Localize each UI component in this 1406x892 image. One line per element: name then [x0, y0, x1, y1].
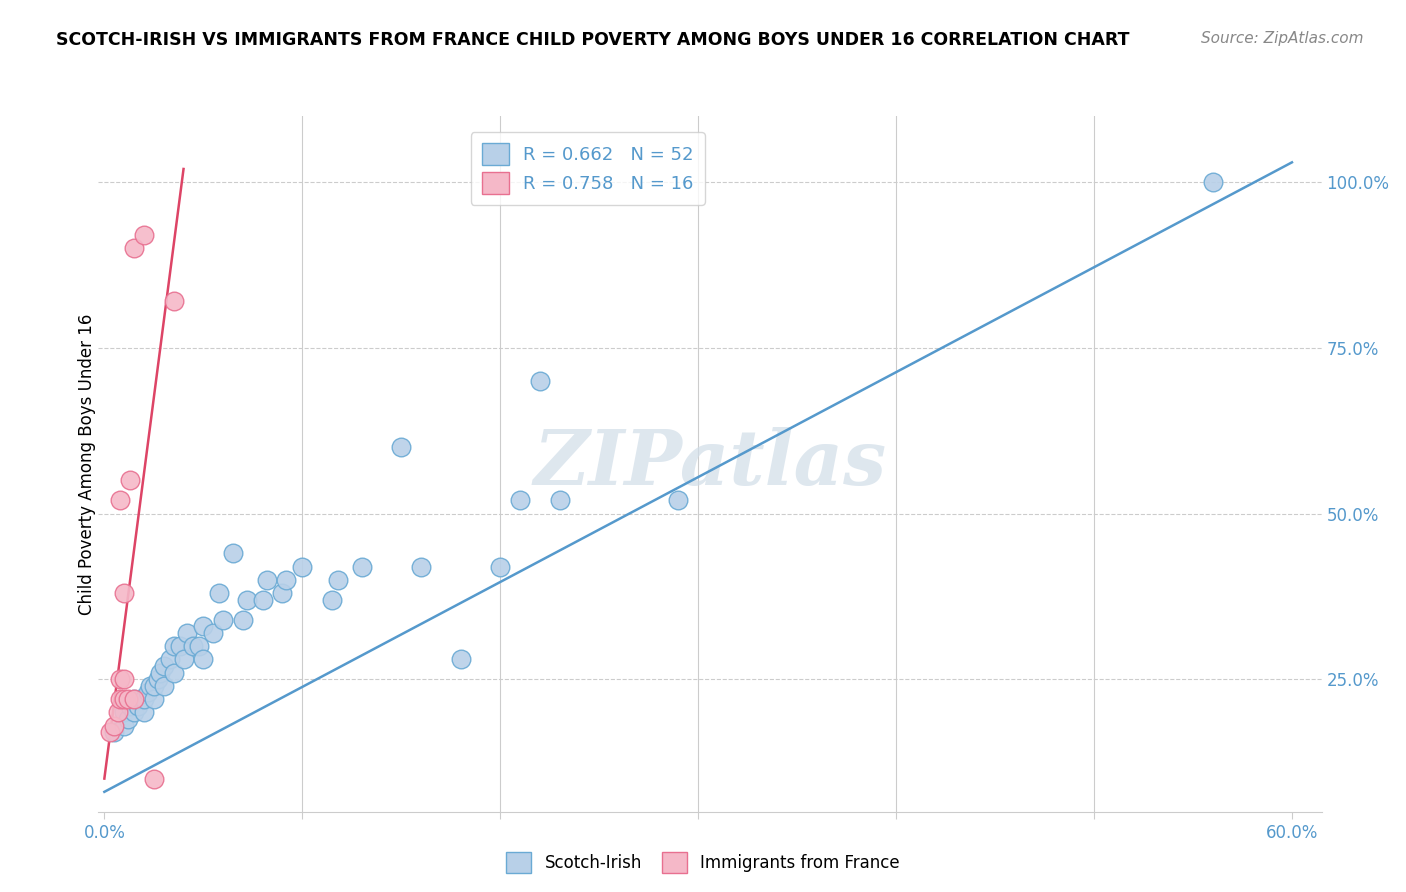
Point: [122, 706, 145, 720]
Point: [321, 592, 343, 607]
Point: [208, 586, 231, 600]
Point: [548, 493, 571, 508]
Point: [450, 652, 472, 666]
Point: [136, 685, 159, 699]
Point: [120, 698, 142, 713]
Point: [132, 706, 155, 720]
Point: [236, 592, 259, 607]
Legend: Scotch-Irish, Immigrants from France: Scotch-Irish, Immigrants from France: [499, 846, 907, 880]
Point: [129, 692, 152, 706]
Point: [162, 665, 184, 680]
Point: [173, 652, 195, 666]
Point: [162, 639, 184, 653]
Point: [142, 772, 165, 786]
Point: [222, 546, 245, 560]
Point: [117, 712, 139, 726]
Point: [117, 692, 139, 706]
Point: [256, 573, 278, 587]
Point: [1202, 175, 1225, 189]
Point: [326, 573, 349, 587]
Text: Source: ZipAtlas.com: Source: ZipAtlas.com: [1201, 31, 1364, 46]
Point: [169, 639, 191, 653]
Point: [389, 440, 412, 454]
Point: [103, 725, 125, 739]
Point: [291, 559, 314, 574]
Point: [122, 692, 145, 706]
Point: [132, 692, 155, 706]
Point: [276, 573, 298, 587]
Point: [162, 294, 184, 309]
Point: [122, 242, 145, 256]
Point: [188, 639, 211, 653]
Point: [152, 659, 174, 673]
Point: [112, 718, 135, 732]
Point: [149, 665, 172, 680]
Point: [103, 718, 125, 732]
Point: [112, 586, 135, 600]
Point: [108, 692, 131, 706]
Point: [112, 692, 135, 706]
Point: [193, 652, 215, 666]
Point: [122, 692, 145, 706]
Point: [509, 493, 531, 508]
Point: [529, 374, 551, 388]
Point: [142, 692, 165, 706]
Point: [108, 493, 131, 508]
Point: [212, 613, 235, 627]
Point: [159, 652, 181, 666]
Point: [232, 613, 254, 627]
Point: [142, 679, 165, 693]
Point: [489, 559, 512, 574]
Point: [666, 493, 689, 508]
Point: [132, 228, 155, 243]
Point: [152, 679, 174, 693]
Text: ZIPatlas: ZIPatlas: [533, 427, 887, 500]
Point: [183, 639, 205, 653]
Point: [98, 725, 121, 739]
Point: [107, 706, 129, 720]
Point: [120, 474, 142, 488]
Point: [176, 625, 198, 640]
Y-axis label: Child Poverty Among Boys Under 16: Child Poverty Among Boys Under 16: [79, 313, 96, 615]
Point: [108, 672, 131, 686]
Point: [112, 706, 135, 720]
Legend: R = 0.662   N = 52, R = 0.758   N = 16: R = 0.662 N = 52, R = 0.758 N = 16: [471, 132, 704, 205]
Text: SCOTCH-IRISH VS IMMIGRANTS FROM FRANCE CHILD POVERTY AMONG BOYS UNDER 16 CORRELA: SCOTCH-IRISH VS IMMIGRANTS FROM FRANCE C…: [56, 31, 1130, 49]
Point: [112, 672, 135, 686]
Point: [202, 625, 225, 640]
Point: [252, 592, 274, 607]
Point: [139, 679, 162, 693]
Point: [146, 672, 169, 686]
Point: [271, 586, 294, 600]
Point: [350, 559, 373, 574]
Point: [409, 559, 432, 574]
Point: [127, 698, 149, 713]
Point: [193, 619, 215, 633]
